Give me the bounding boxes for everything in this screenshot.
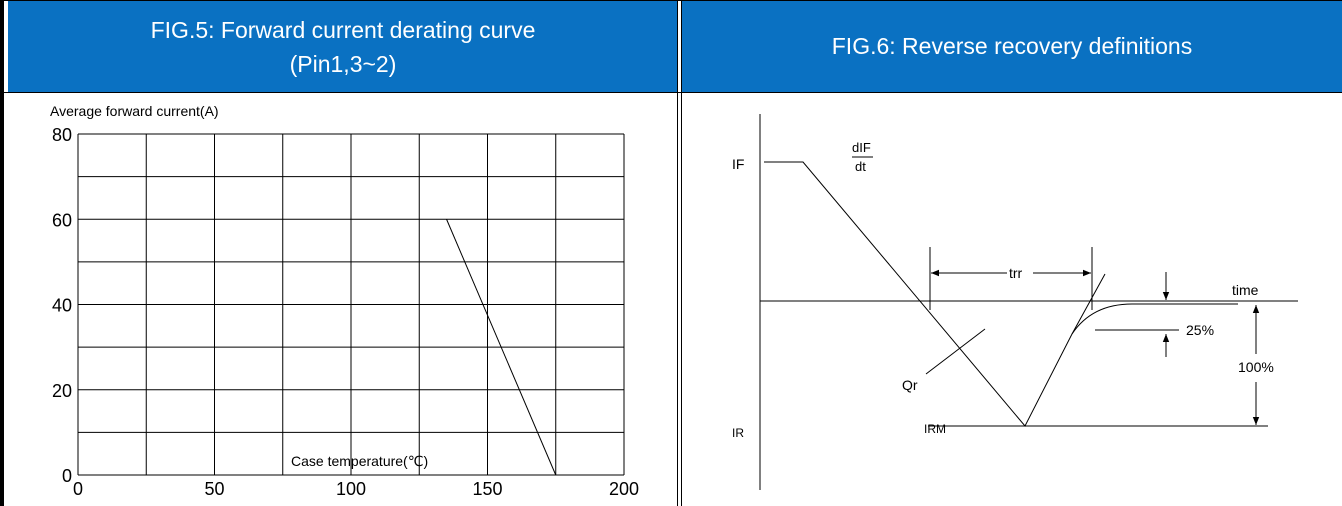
fig5-x-tick-label: 50: [204, 479, 224, 499]
fig5-derating-line: [446, 219, 557, 476]
fig5-x-tick-label: 100: [336, 479, 366, 499]
fig6-qr-leader: [925, 328, 986, 375]
fig5-grid: [77, 133, 625, 476]
fig6-label-didt-den: dt: [855, 159, 866, 174]
frame-top-border: [0, 0, 1342, 1]
fig6-label-if: IF: [732, 156, 744, 172]
fig6-current-waveform: [764, 161, 1106, 427]
fig6-recovery-tail: [1071, 303, 1238, 335]
fig6-label-ir: IR: [732, 426, 744, 440]
frame-header-bottom: [0, 92, 1342, 93]
fig6-label-qr: Qr: [902, 377, 918, 393]
fig5-ticks: 0 20 40 60 80 0 50 100 150 200: [52, 125, 639, 499]
fig5-panel: FIG.5: Forward current derating curve (P…: [8, 0, 678, 506]
fig5-y-tick-label: 60: [52, 210, 72, 230]
frame-left-border: [0, 0, 4, 506]
fig6-label-25pct: 25%: [1186, 322, 1214, 338]
fig5-series: [446, 219, 557, 476]
fig5-y-axis-label: Average forward current(A): [50, 103, 219, 119]
fig5-y-tick-label: 20: [52, 381, 72, 401]
fig6-label-didt-num: dIF: [852, 140, 871, 155]
fig5-x-tick-label: 150: [472, 479, 502, 499]
fig5-title-line2: (Pin1,3~2): [289, 51, 397, 77]
fig6-label-irm: IRM: [924, 422, 946, 436]
fig6-label-time: time: [1232, 282, 1259, 298]
fig6-diagram: IF dIF dt trr time 25% 100% Qr IRM IR: [732, 114, 1298, 490]
fig5-y-tick-label: 0: [62, 466, 72, 486]
fig5-y-tick-label: 40: [52, 296, 72, 316]
fig5-title-line1: FIG.5: Forward current derating curve: [150, 17, 536, 43]
fig6-panel: FIG.6: Reverse recovery definitions: [682, 0, 1342, 506]
fig6-title: FIG.6: Reverse recovery definitions: [831, 33, 1193, 59]
fig5-chart: 0 20 40 60 80 0 50 100 150 200 Average forward cu…: [50, 103, 639, 499]
fig6-header: FIG.6: Reverse recovery definitions: [682, 0, 1342, 92]
fig6-label-trr: trr: [1009, 265, 1023, 281]
frame-divider: [677, 0, 682, 506]
fig6-label-100pct: 100%: [1238, 359, 1274, 375]
fig5-x-tick-label: 200: [609, 479, 639, 499]
fig5-x-axis-label: Case temperature(℃): [291, 453, 428, 469]
fig5-y-tick-label: 80: [52, 125, 72, 145]
fig5-x-tick-label: 0: [73, 479, 83, 499]
fig5-header: FIG.5: Forward current derating curve (P…: [8, 0, 678, 92]
